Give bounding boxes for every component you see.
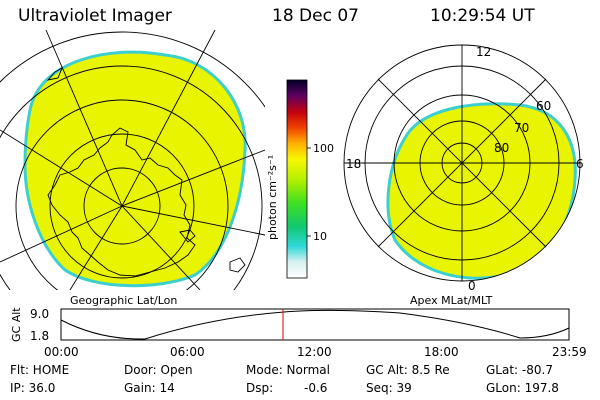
alt-tick-9: 9.0 <box>30 307 49 321</box>
lat-label-80: 80 <box>494 141 509 155</box>
x-tick-1800: 18:00 <box>424 345 459 359</box>
x-tick-0000: 00:00 <box>44 345 79 359</box>
geo-caption: Geographic Lat/Lon <box>70 294 178 307</box>
colorbar-tick-10: 10 <box>313 230 327 243</box>
x-tick-1200: 12:00 <box>297 345 332 359</box>
status-ip: IP: 36.0 <box>10 381 56 395</box>
app-title: Ultraviolet Imager <box>18 6 172 26</box>
status-gain: Gain: 14 <box>124 381 175 395</box>
lat-label-60: 60 <box>536 99 551 113</box>
apex-aurora-region <box>386 102 577 280</box>
mlt-label-18: 18 <box>346 157 361 171</box>
geo-aurora-region <box>23 50 247 288</box>
status-flt: Flt: HOME <box>10 363 70 377</box>
header-date: 18 Dec 07 <box>272 6 359 26</box>
x-tick-0600: 06:00 <box>170 345 205 359</box>
status-seq: Seq: 39 <box>366 381 412 395</box>
alt-ylabel: GC Alt <box>10 307 23 342</box>
antarctica-coastline <box>47 127 196 277</box>
lat-label-70: 70 <box>514 121 529 135</box>
colorbar-unit-label: photon cm⁻²s⁻¹ <box>266 155 279 240</box>
status-glon: GLon: 197.8 <box>486 381 559 395</box>
status-glat: GLat: -80.7 <box>486 363 553 377</box>
status-door: Door: Open <box>124 363 193 377</box>
status-gc-alt: GC Alt: 8.5 Re <box>366 363 450 377</box>
alt-tick-1-8: 1.8 <box>30 329 49 343</box>
altitude-curve <box>60 309 570 340</box>
mlt-label-0: 0 <box>468 279 476 293</box>
mlt-label-12: 12 <box>476 45 491 59</box>
colorbar-tick-100: 100 <box>313 142 334 155</box>
status-dsp-label: Dsp: <box>246 381 274 395</box>
apex-caption: Apex MLat/MLT <box>410 294 493 307</box>
status-mode: Mode: Normal <box>246 363 330 377</box>
x-tick-2359: 23:59 <box>552 345 587 359</box>
header-time: 10:29:54 UT <box>430 6 535 26</box>
mlt-label-6: 6 <box>576 157 584 171</box>
status-dsp-value: -0.6 <box>304 381 328 395</box>
